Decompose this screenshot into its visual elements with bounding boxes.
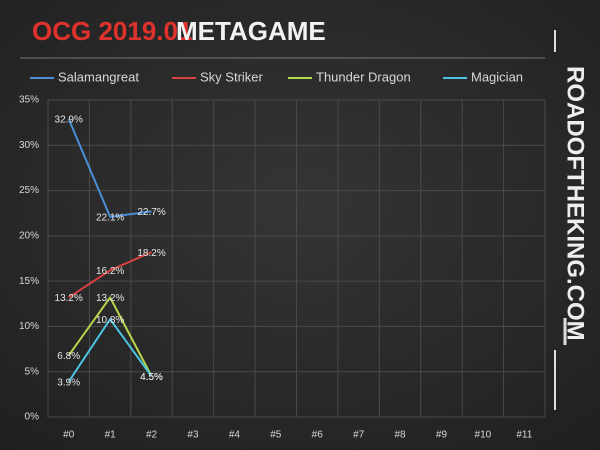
x-tick-label: #1 [105,430,117,441]
data-label: 10.8% [96,315,124,326]
y-tick-label: 0% [25,412,40,423]
data-label: 6.8% [57,351,80,362]
x-tick-label: #3 [187,430,199,441]
y-tick-label: 10% [19,321,39,332]
x-tick-label: #4 [229,430,241,441]
x-tick-label: #10 [475,430,492,441]
legend-label: Sky Striker [200,69,264,84]
legend-label: Magician [471,69,523,84]
y-tick-label: 25% [19,185,39,196]
y-tick-label: 35% [19,95,39,106]
data-label: 22.1% [96,212,124,223]
data-label: 3.9% [57,377,80,388]
y-tick-label: 20% [19,230,39,241]
x-tick-label: #9 [436,430,448,441]
data-label: 18.2% [137,248,165,259]
x-tick-label: #11 [516,430,532,441]
data-label: 4.5% [140,372,163,383]
x-tick-label: #2 [146,430,158,441]
data-label: 4.5% [140,372,163,383]
x-tick-label: #5 [270,430,282,441]
data-label: 13.2% [96,293,124,304]
data-label: 16.2% [96,266,124,277]
data-label: 22.7% [137,207,165,218]
watermark: ROADOFTHEKING.COM [562,66,589,341]
data-label: 13.2% [55,293,83,304]
y-tick-label: 5% [25,366,40,377]
data-label: 32.9% [55,115,83,126]
chart-title-suffix: METAGAME [176,16,326,46]
legend-label: Thunder Dragon [316,69,411,84]
series-line [67,296,153,377]
x-tick-label: #7 [353,430,365,441]
series-line [67,318,153,383]
x-tick-label: #8 [394,430,406,441]
y-tick-label: 30% [19,140,39,151]
legend-label: Salamangreat [58,69,139,84]
series-line [68,251,152,299]
x-tick-label: #6 [312,430,324,441]
x-tick-label: #0 [63,430,75,441]
chart-title: OCG 2019.01 [32,16,192,46]
y-tick-label: 15% [19,276,39,287]
series-line [67,118,152,218]
